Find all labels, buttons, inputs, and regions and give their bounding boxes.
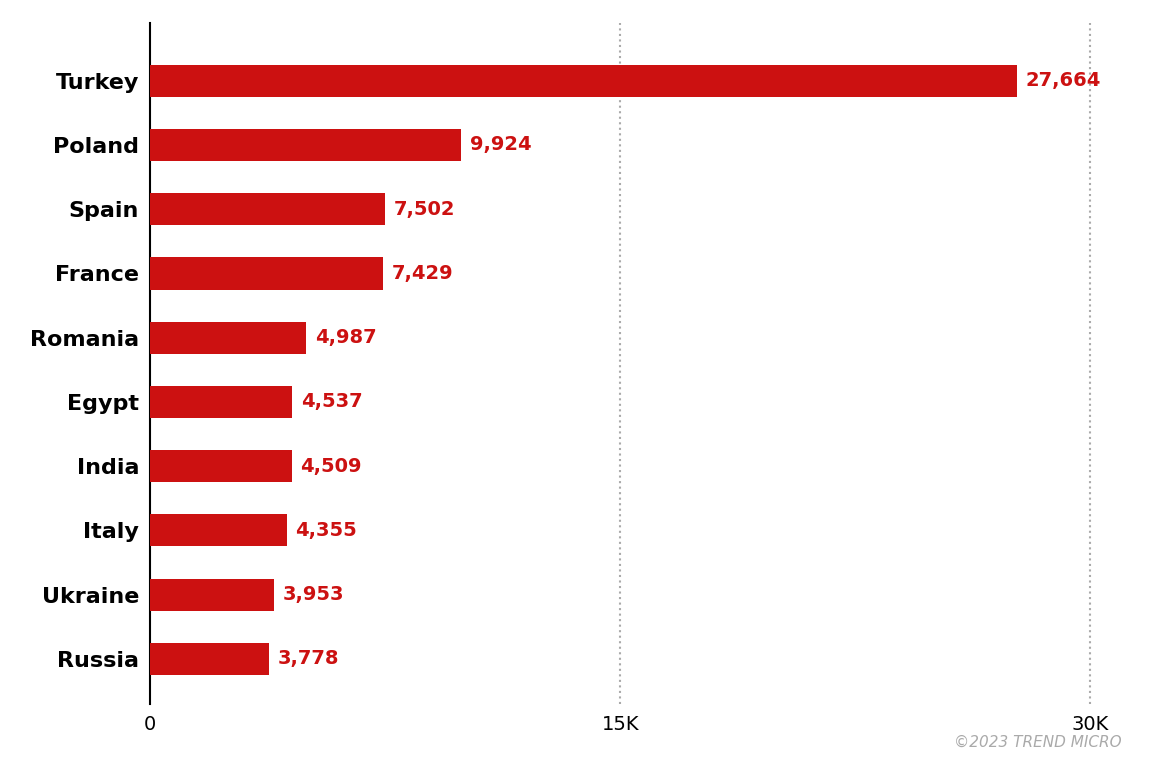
- Bar: [150, 578, 274, 610]
- Text: 7,429: 7,429: [392, 264, 453, 283]
- Bar: [150, 321, 306, 353]
- Bar: [150, 129, 461, 161]
- Bar: [150, 643, 268, 675]
- Text: 4,509: 4,509: [301, 457, 362, 476]
- Text: 4,537: 4,537: [302, 392, 363, 412]
- Text: 4,355: 4,355: [296, 521, 357, 540]
- Text: 4,987: 4,987: [316, 328, 377, 347]
- Text: 3,778: 3,778: [277, 649, 339, 669]
- Bar: [150, 386, 292, 418]
- Text: 7,502: 7,502: [394, 200, 455, 219]
- Bar: [150, 514, 287, 546]
- Text: 9,924: 9,924: [469, 135, 532, 155]
- Text: ©2023 TREND MICRO: ©2023 TREND MICRO: [954, 734, 1121, 750]
- Bar: [150, 257, 383, 289]
- Bar: [150, 65, 1017, 97]
- Bar: [150, 194, 385, 225]
- Text: 27,664: 27,664: [1025, 71, 1101, 90]
- Bar: [150, 450, 291, 482]
- Text: 3,953: 3,953: [283, 585, 344, 604]
